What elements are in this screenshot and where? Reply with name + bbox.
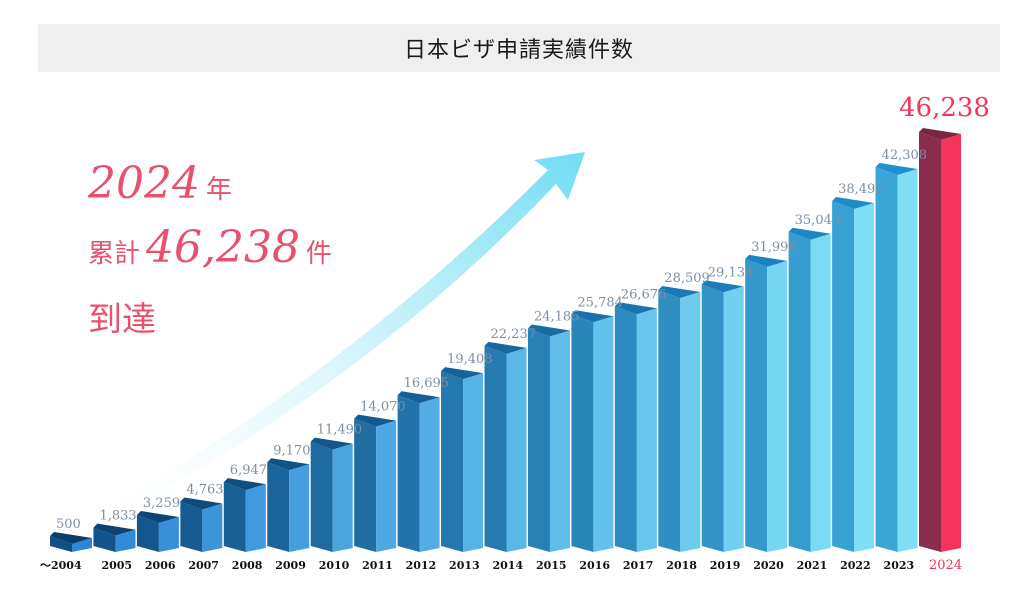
- value-label-2022: 38,495: [838, 182, 884, 197]
- bar-2010: [310, 437, 353, 552]
- tick-label-2008: 2008: [232, 559, 263, 572]
- value-label-2020: 31,998: [751, 240, 797, 255]
- tick-label-～2004: ～2004: [40, 559, 82, 572]
- bar-2018: [658, 285, 701, 552]
- value-label-2024: 46,238: [899, 93, 990, 123]
- tick-label-2018: 2018: [666, 559, 697, 572]
- tick-label-2017: 2017: [623, 559, 654, 572]
- bar-2023: [875, 163, 918, 552]
- bar-2021: [788, 227, 831, 553]
- bar-2008: [223, 478, 266, 552]
- bar-2013: [441, 367, 484, 552]
- bar-2011: [354, 414, 397, 552]
- value-label-2014: 22,237: [491, 327, 537, 342]
- bar-2012: [397, 391, 440, 552]
- tick-label-2012: 2012: [406, 559, 437, 572]
- bar-2015: [527, 324, 570, 552]
- bar-2006: [136, 510, 179, 552]
- value-label-2008: 6,947: [230, 463, 267, 478]
- bar-2024: [919, 128, 961, 552]
- callout-total-line: 累計 46,238 件: [88, 222, 332, 273]
- callout-total-prefix: 累計: [88, 239, 141, 269]
- bar-2014: [484, 341, 527, 552]
- bar-～2004: [50, 532, 92, 552]
- bar-2020: [745, 254, 788, 552]
- bar-2009: [267, 458, 310, 552]
- value-label-2019: 29,134: [708, 265, 754, 280]
- value-label-2007: 4,763: [186, 483, 223, 498]
- title-bar: 日本ビザ申請実績件数: [38, 24, 1000, 72]
- tick-label-2024: 2024: [929, 558, 962, 573]
- value-label-2012: 16,695: [404, 376, 450, 391]
- value-label-2013: 19,408: [447, 352, 493, 367]
- callout-year-line: 2024 年: [88, 158, 232, 209]
- tick-label-2020: 2020: [753, 559, 784, 572]
- value-label-2018: 28,509: [664, 271, 710, 286]
- value-label-2023: 42,308: [882, 148, 928, 163]
- tick-label-2022: 2022: [840, 559, 871, 572]
- tick-label-2011: 2011: [362, 559, 393, 572]
- tick-label-2007: 2007: [188, 559, 219, 572]
- growth-arrow-icon: [70, 152, 585, 538]
- bar-2005: [93, 523, 136, 552]
- value-label-2016: 25,784: [577, 295, 623, 310]
- bar-2017: [614, 302, 657, 552]
- tick-label-2005: 2005: [101, 559, 132, 572]
- value-label-2021: 35,043: [795, 213, 841, 228]
- tick-label-2016: 2016: [579, 559, 610, 572]
- callout-year-suffix: 年: [205, 175, 232, 205]
- value-label-2011: 14,070: [360, 400, 406, 415]
- value-label-2015: 24,185: [534, 310, 580, 325]
- tick-label-2023: 2023: [884, 559, 915, 572]
- tick-label-2021: 2021: [797, 559, 828, 572]
- callout-total-value: 46,238: [146, 222, 300, 273]
- value-label-～2004: 500: [56, 517, 81, 532]
- value-label-2010: 11,490: [317, 423, 363, 438]
- bar-2022: [832, 196, 875, 552]
- tick-label-2009: 2009: [275, 559, 306, 572]
- tick-label-2014: 2014: [493, 559, 524, 572]
- value-label-2009: 9,170: [273, 443, 310, 458]
- tick-label-2013: 2013: [449, 559, 480, 572]
- tick-label-2006: 2006: [145, 559, 176, 572]
- callout-total-suffix: 件: [305, 239, 332, 269]
- callout-year: 2024: [88, 158, 200, 209]
- callout-reached: 到達: [88, 300, 156, 340]
- tick-label-2019: 2019: [710, 559, 741, 572]
- value-label-2017: 26,676: [621, 287, 667, 302]
- value-label-2005: 1,833: [99, 509, 136, 524]
- tick-label-2010: 2010: [319, 559, 350, 572]
- bar-2007: [180, 497, 223, 552]
- tick-label-2015: 2015: [536, 559, 567, 572]
- page-title: 日本ビザ申請実績件数: [403, 38, 634, 63]
- value-label-2006: 3,259: [143, 496, 180, 511]
- bar-2019: [701, 280, 744, 552]
- bar-2016: [571, 310, 614, 552]
